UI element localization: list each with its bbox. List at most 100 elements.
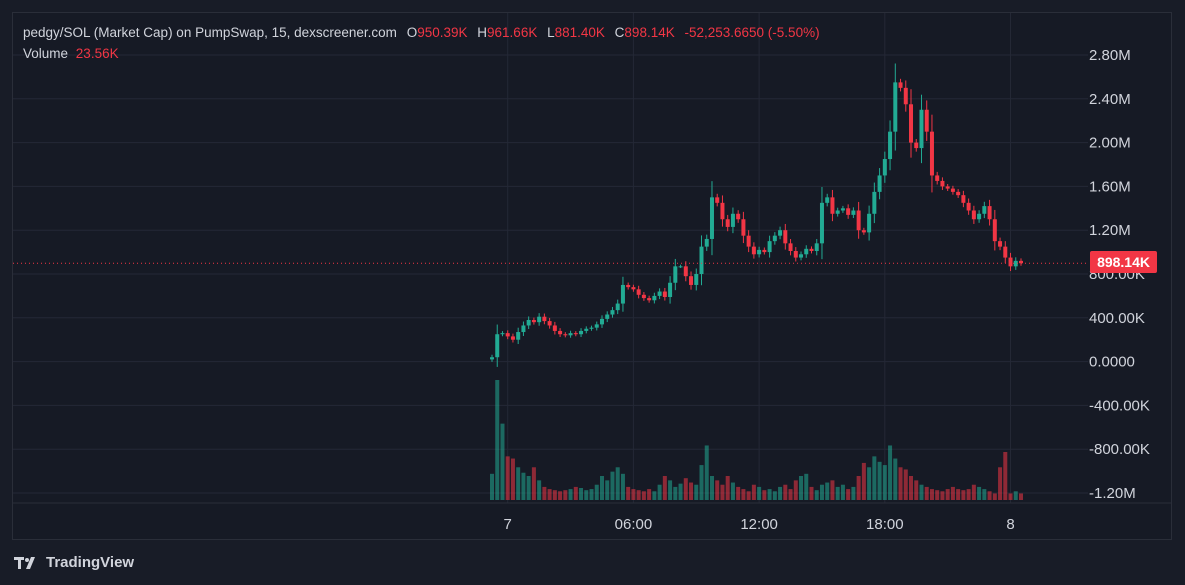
candle-body [542, 316, 547, 322]
footer-brand[interactable]: TradingView [14, 554, 134, 571]
high-value: 961.66K [487, 25, 538, 40]
volume-bar [531, 467, 536, 500]
volume-bar [647, 489, 652, 500]
volume-bar [940, 491, 945, 500]
volume-bar [615, 467, 620, 500]
volume-bar [982, 489, 987, 500]
y-tick-label: 2.80M [1089, 47, 1131, 64]
candle-body [657, 291, 662, 296]
candle-body [772, 235, 777, 242]
volume-bar [673, 486, 678, 500]
volume-bar [1019, 493, 1023, 500]
volume-bar [490, 473, 494, 500]
volume-bar [547, 489, 552, 500]
x-tick-label: 06:00 [615, 516, 653, 533]
volume-bar [971, 484, 976, 500]
volume-bar [683, 478, 688, 500]
candle-body [903, 87, 908, 105]
volume-bar [814, 490, 819, 500]
volume-bar [552, 490, 557, 500]
volume-bar [678, 483, 683, 500]
volume-bar [762, 490, 767, 500]
volume-bar [636, 490, 641, 500]
volume-bar [767, 489, 772, 500]
volume-bar [903, 469, 908, 500]
volume-bar [851, 486, 856, 500]
volume-bar [877, 461, 882, 500]
candle-body [804, 248, 809, 255]
volume-bar [804, 473, 809, 500]
volume-bar [1003, 452, 1008, 500]
candle-body [730, 213, 735, 227]
candle-body [715, 197, 720, 203]
volume-bar [516, 467, 521, 500]
volume-bar [584, 490, 589, 500]
candle-body [867, 213, 872, 233]
candle-body [888, 131, 893, 160]
volume-bar [840, 484, 845, 500]
candle-body [652, 295, 657, 301]
candle-body [631, 287, 636, 290]
candle-body [678, 266, 683, 268]
chart-frame[interactable]: 2.80M 2.40M 2.00M 1.60M 1.20M 800.00K 400.00K 0… [12, 12, 1172, 540]
candle-body [537, 316, 542, 323]
candle-body [825, 197, 830, 203]
candle-body [526, 319, 531, 326]
candle-body [741, 219, 746, 236]
candle-body [992, 219, 997, 242]
candle-body [573, 333, 578, 335]
candle-body [720, 202, 725, 220]
volume-bar [888, 445, 893, 500]
volume-bar [720, 484, 725, 500]
candle-body [736, 213, 741, 220]
volume-bar [945, 489, 950, 500]
x-tick-label: 12:00 [740, 516, 778, 533]
close-value: 898.14K [624, 25, 675, 40]
volume-bar [610, 471, 615, 500]
volume-bar [599, 476, 604, 500]
candle-body [809, 248, 814, 252]
volume-bar [898, 467, 903, 500]
candle-body [935, 175, 940, 181]
volume-bar [558, 491, 563, 500]
candle-body [594, 324, 599, 328]
volume-bar [589, 489, 594, 500]
y-tick-label: 2.40M [1089, 91, 1131, 108]
candle-body [746, 235, 751, 247]
volume-bar [856, 476, 861, 500]
volume-bar [893, 458, 898, 500]
y-tick-label: -1.20M [1089, 485, 1136, 502]
candle-body [987, 206, 992, 220]
volume-bar [537, 480, 542, 500]
candlestick-chart[interactable]: 2.80M2.40M2.00M1.60M1.20M800.00K400.00K0… [13, 13, 1171, 539]
candle-body [599, 318, 604, 325]
candle-body [982, 206, 987, 214]
candle-body [929, 131, 934, 176]
candle-body [620, 284, 625, 304]
high-label: H [477, 25, 488, 40]
candle-body [1019, 260, 1023, 264]
volume-bar [641, 491, 646, 500]
candle-body [610, 310, 615, 315]
candle-body [1013, 260, 1018, 267]
candle-body [882, 159, 887, 176]
candle-body [893, 82, 898, 132]
volume-bar [956, 489, 961, 500]
volume-bar [909, 476, 914, 500]
volume-bar [730, 482, 735, 500]
candle-body [694, 274, 699, 285]
y-tick-label: -400.00K [1089, 397, 1150, 414]
volume-bar [1008, 493, 1013, 500]
candle-body [558, 330, 563, 335]
y-tick-label: 1.20M [1089, 222, 1131, 239]
candle-body [762, 249, 767, 253]
last-price-tag: 898.14K [1090, 251, 1157, 274]
volume-bar [699, 465, 704, 500]
candle-body [636, 289, 641, 295]
candle-body [615, 303, 620, 311]
candle-body [966, 202, 971, 211]
candle-body [830, 197, 835, 214]
volume-bar [914, 480, 919, 500]
volume-bar [783, 484, 788, 500]
candle-body [510, 336, 515, 340]
